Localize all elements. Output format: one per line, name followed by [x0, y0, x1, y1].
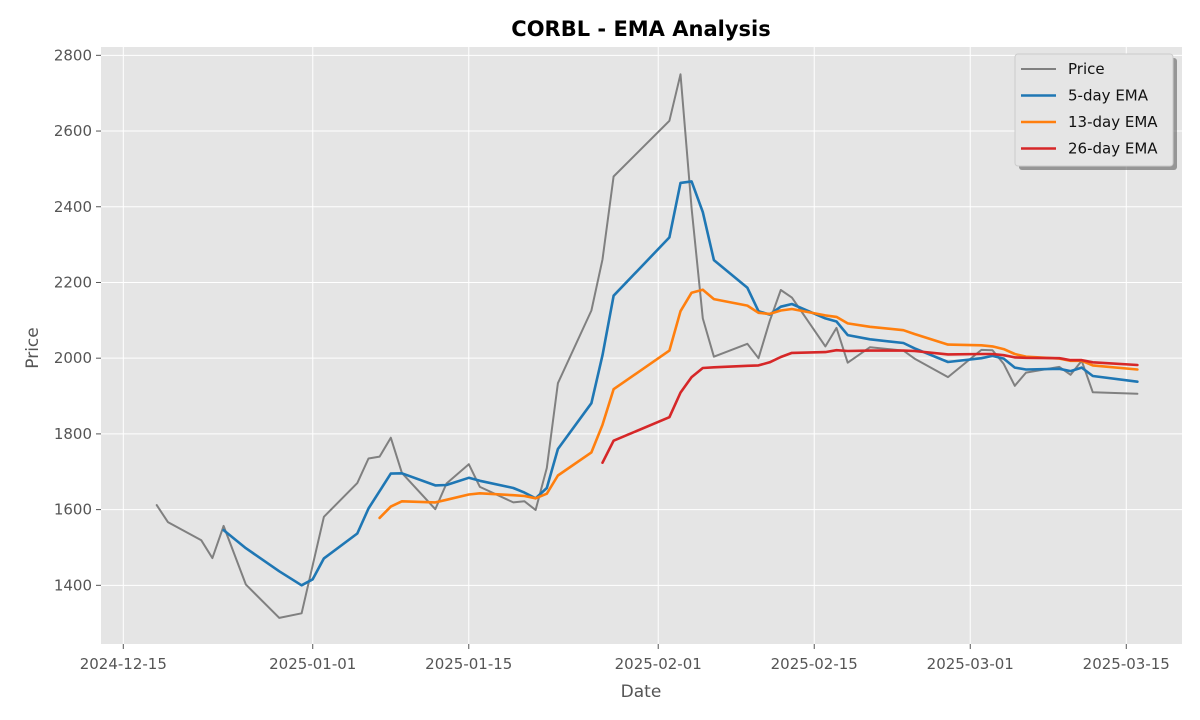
y-tick-label: 1400	[54, 576, 92, 594]
y-tick-label: 2600	[54, 122, 92, 140]
y-axis-label: Price	[23, 327, 43, 368]
x-tick-label: 2025-02-01	[615, 655, 702, 673]
x-tick-label: 2025-01-01	[269, 655, 356, 673]
x-axis-label: Date	[621, 682, 662, 702]
y-tick-label: 2400	[54, 198, 92, 216]
y-tick-label: 1800	[54, 425, 92, 443]
x-tick-label: 2025-03-01	[927, 655, 1014, 673]
series-lines	[155, 73, 1139, 619]
y-tick-label: 2000	[54, 349, 92, 367]
x-tick-label: 2025-01-15	[425, 655, 512, 673]
y-axis-ticks: 1400 1600 1800 2000 2200 2400 2600 2800	[54, 46, 101, 594]
series-line-price	[155, 73, 1139, 619]
y-tick-label: 2800	[54, 46, 92, 64]
y-tick-label: 1600	[54, 501, 92, 519]
x-tick-label: 2024-12-15	[80, 655, 167, 673]
plot-area	[101, 47, 1182, 644]
legend-label: 13-day EMA	[1068, 113, 1158, 131]
legend-label: 5-day EMA	[1068, 87, 1149, 105]
series-line-26-day-ema	[601, 348, 1139, 465]
x-axis-ticks: 2024-12-15 2025-01-01 2025-01-15 2025-02-01…	[80, 644, 1170, 673]
y-tick-label: 2200	[54, 273, 92, 291]
legend-label: Price	[1068, 60, 1105, 78]
legend: Price 5-day EMA 13-day EMA 26-day EMA	[1014, 53, 1177, 170]
series-line-5-day-ema	[222, 180, 1139, 587]
legend-label: 26-day EMA	[1068, 140, 1158, 158]
series-line-13-day-ema	[378, 288, 1139, 520]
chart-title: CORBL - EMA Analysis	[511, 17, 770, 41]
x-tick-label: 2025-02-15	[771, 655, 858, 673]
legend-box	[1014, 53, 1174, 167]
legend-items: Price 5-day EMA 13-day EMA 26-day EMA	[1021, 60, 1158, 158]
x-tick-label: 2025-03-15	[1083, 655, 1170, 673]
